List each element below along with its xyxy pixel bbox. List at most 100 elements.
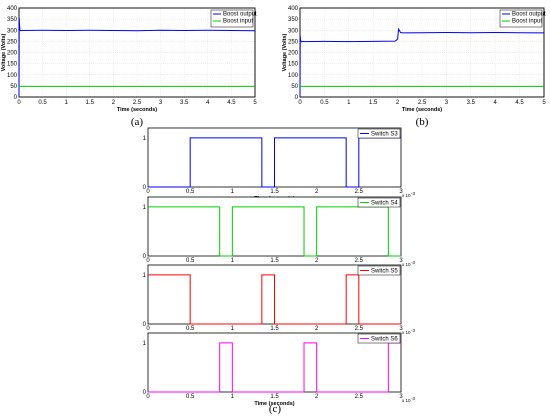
y-tick-label: 0 [143,254,147,260]
x-tick-label: 0.5 [186,258,195,264]
x-tick-label: 2.5 [418,100,427,106]
y-tick-label: 1 [143,273,147,279]
y-tick-label: 1 [143,341,147,347]
y-tick-label: 0 [295,95,299,101]
x-exponent-power: -3 [411,260,415,265]
x-tick-label: 2 [315,258,319,264]
x-tick-label: 0 [146,189,150,195]
legend-box [357,265,401,276]
x-tick-label: 2 [315,394,319,400]
x-tick-label: 1.5 [270,258,279,264]
x-tick-label: 0.5 [38,100,47,106]
x-tick-label: 4.5 [227,100,236,106]
switch-signal-line [148,342,401,393]
y-tick-label: 250 [288,39,299,45]
legend-box [357,197,401,208]
x-tick-label: 2 [315,189,319,195]
y-tick-label: 50 [291,84,298,90]
x-tick-label: 1 [231,326,235,332]
x-tick-label: 3.5 [180,100,189,106]
y-tick-label: 350 [7,17,18,23]
x-tick-label: 0.5 [320,100,329,106]
y-axis-label: Voltage (Volts) [282,33,288,71]
y-tick-label: 100 [7,73,18,79]
legend-entry: Switch S3 [371,132,398,138]
x-tick-label: 3 [445,100,449,106]
y-tick-label: 1 [143,136,147,142]
series-line-boost-output [299,27,545,98]
x-exponent-label: x 10 [402,193,411,198]
legend-entry: Switch S4 [371,201,398,207]
x-tick-label: 0 [146,258,150,264]
y-tick-label: 1 [143,205,147,211]
x-tick-label: 1 [65,100,69,106]
x-tick-label: 1.5 [270,326,279,332]
y-tick-label: 0 [14,95,18,101]
x-tick-label: 1 [231,189,235,195]
x-tick-label: 4 [494,100,498,106]
x-axis-label: Time (seconds) [402,107,442,113]
figure-caption: (b) [416,116,429,128]
legend-box [499,9,543,28]
chart-b: 0 0.5 1 1.5 2 2.5 3 3.5 4 4.5 50501001502002503003… [282,6,546,128]
x-tick-label: 3.5 [467,100,476,106]
x-tick-label: 0 [146,326,150,332]
y-tick-label: 350 [288,17,299,23]
x-axis-label: Time (seconds) [117,107,157,113]
legend-entry: Boost input [512,19,542,25]
y-tick-label: 300 [288,28,299,34]
x-tick-label: 1.5 [369,100,378,106]
x-tick-label: 5 [253,100,257,106]
legend-entry: Switch S5 [371,269,398,275]
x-tick-label: 3 [399,394,403,400]
y-tick-label: 400 [288,6,299,12]
x-tick-label: 0 [298,100,302,106]
legend-entry: Switch S6 [371,337,398,343]
switch-signal-line [148,274,401,325]
y-tick-label: 0 [143,322,147,328]
x-tick-label: 2 [315,326,319,332]
x-tick-label: 1.5 [86,100,95,106]
y-tick-label: 100 [288,73,299,79]
y-tick-label: 250 [7,39,18,45]
legend-entry: Boost output [512,12,546,18]
x-tick-label: 0 [17,100,21,106]
x-tick-label: 2.5 [355,189,364,195]
x-exponent-label: x 10 [402,262,411,267]
x-exponent-power: -3 [411,396,415,401]
x-exponent-power: -3 [411,328,415,333]
x-tick-label: 0.5 [186,189,195,195]
legend-entry: Boost input [223,19,253,25]
x-tick-label: 1 [231,394,235,400]
x-tick-label: 3 [159,100,163,106]
figure-caption: (a) [131,116,144,128]
x-exponent-label: x 10 [402,398,411,403]
y-tick-label: 200 [7,51,18,57]
x-tick-label: 3 [399,189,403,195]
y-tick-label: 150 [288,62,299,68]
chart-a: 0 0.5 1 1.5 2 2.5 3 3.5 4 4.5 50501001502002503003… [1,6,257,128]
x-tick-label: 0.5 [186,326,195,332]
switch-signal-line [148,206,401,257]
y-tick-label: 400 [7,6,18,12]
x-tick-label: 1.5 [270,394,279,400]
x-tick-label: 2.5 [133,100,142,106]
x-tick-label: 3 [399,326,403,332]
x-tick-label: 1 [231,258,235,264]
x-tick-label: 2 [112,100,116,106]
x-tick-label: 2 [396,100,400,106]
legend-box [357,333,401,344]
x-tick-label: 4.5 [515,100,524,106]
x-axis-label: Time (seconds) [254,401,294,407]
switch-signal-line [148,137,401,188]
x-tick-label: 3 [399,258,403,264]
x-exponent-label: x 10 [402,330,411,335]
x-tick-label: 4 [206,100,210,106]
x-tick-label: 0 [146,394,150,400]
x-tick-label: 5 [542,100,546,106]
